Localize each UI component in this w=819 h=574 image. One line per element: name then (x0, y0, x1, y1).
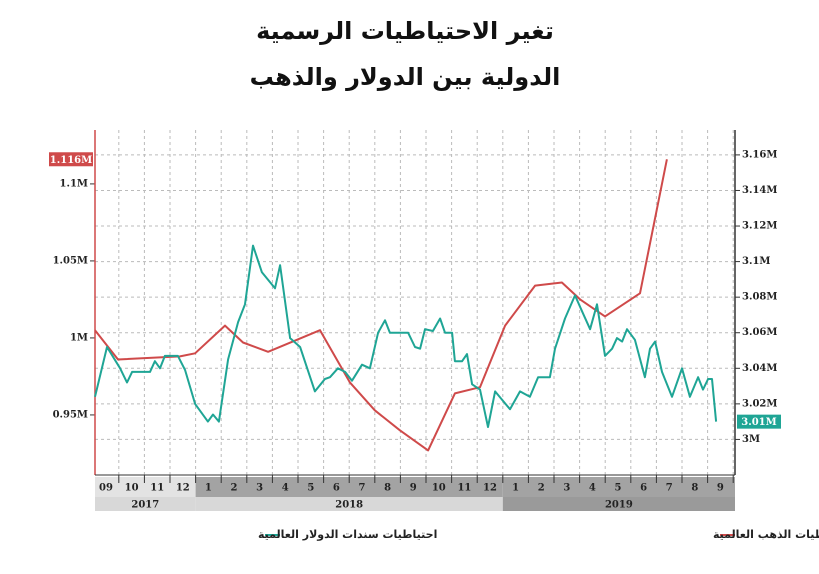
chart-title: تغير الاحتياطيات الرسمية (256, 17, 554, 45)
year-label: 2019 (605, 500, 633, 511)
x-tick-label: 9 (717, 483, 724, 494)
year-label: 2018 (335, 500, 363, 511)
end-label-box (49, 152, 93, 167)
x-tick-label: 2 (538, 483, 545, 494)
x-tick-label: 1 (205, 483, 212, 494)
x-tick-label: 5 (615, 483, 622, 494)
chart-subtitle: الدولية بين الدولار والذهب (250, 63, 561, 91)
x-tick-label: 2 (231, 483, 238, 494)
x-tick-label: 12 (176, 483, 190, 494)
y2-tick-label: 3.04M (742, 363, 777, 374)
end-label-box (737, 414, 781, 429)
legend-label: احتياطيات الذهب العالمية (713, 528, 819, 541)
series-line (94, 244, 718, 428)
y2-tick-label: 3.1M (742, 256, 770, 267)
x-tick-label: 10 (432, 483, 446, 494)
x-tick-label: 11 (150, 483, 164, 494)
year-label: 2017 (131, 500, 159, 511)
year-band (95, 497, 196, 511)
x-tick-label: 7 (359, 483, 366, 494)
x-tick-label: 1 (512, 483, 519, 494)
x-tick-label: 8 (691, 483, 698, 494)
y2-tick-label: 3.02M (742, 398, 777, 409)
legend-label: احتياطيات سندات الدولار العالمية (258, 528, 437, 541)
x-tick-label: 3 (563, 483, 570, 494)
end-label: 3.01M (741, 417, 776, 428)
y-tick-label: 0.95M (53, 409, 88, 420)
x-tick-label: 4 (589, 483, 596, 494)
x-tick-label: 12 (483, 483, 497, 494)
x-tick-label: 5 (307, 483, 314, 494)
y2-tick-label: 3.08M (742, 292, 777, 303)
y-tick-label: 1.1M (60, 178, 88, 189)
x-tick-label: 09 (99, 483, 113, 494)
x-tick-label: 9 (410, 483, 417, 494)
y2-tick-label: 3M (742, 434, 760, 445)
x-tick-label: 7 (666, 483, 673, 494)
x-tick-label: 10 (125, 483, 139, 494)
y-tick-label: 1M (70, 332, 88, 343)
y2-tick-label: 3.06M (742, 327, 777, 338)
y-tick-label: 1.05M (53, 255, 88, 266)
year-band (195, 497, 503, 511)
x-tick-label: 6 (333, 483, 340, 494)
x-tick-label: 11 (457, 483, 471, 494)
end-label: 1.116M (50, 155, 92, 166)
x-tick-label: 4 (282, 483, 289, 494)
y2-tick-label: 3.12M (742, 221, 777, 232)
series-line (94, 159, 668, 452)
y2-tick-label: 3.14M (742, 185, 777, 196)
y2-tick-label: 3.16M (742, 149, 777, 160)
year-band (502, 497, 735, 511)
month-band (502, 477, 735, 497)
x-tick-label: 6 (640, 483, 647, 494)
x-tick-label: 8 (384, 483, 391, 494)
x-tick-label: 3 (256, 483, 263, 494)
